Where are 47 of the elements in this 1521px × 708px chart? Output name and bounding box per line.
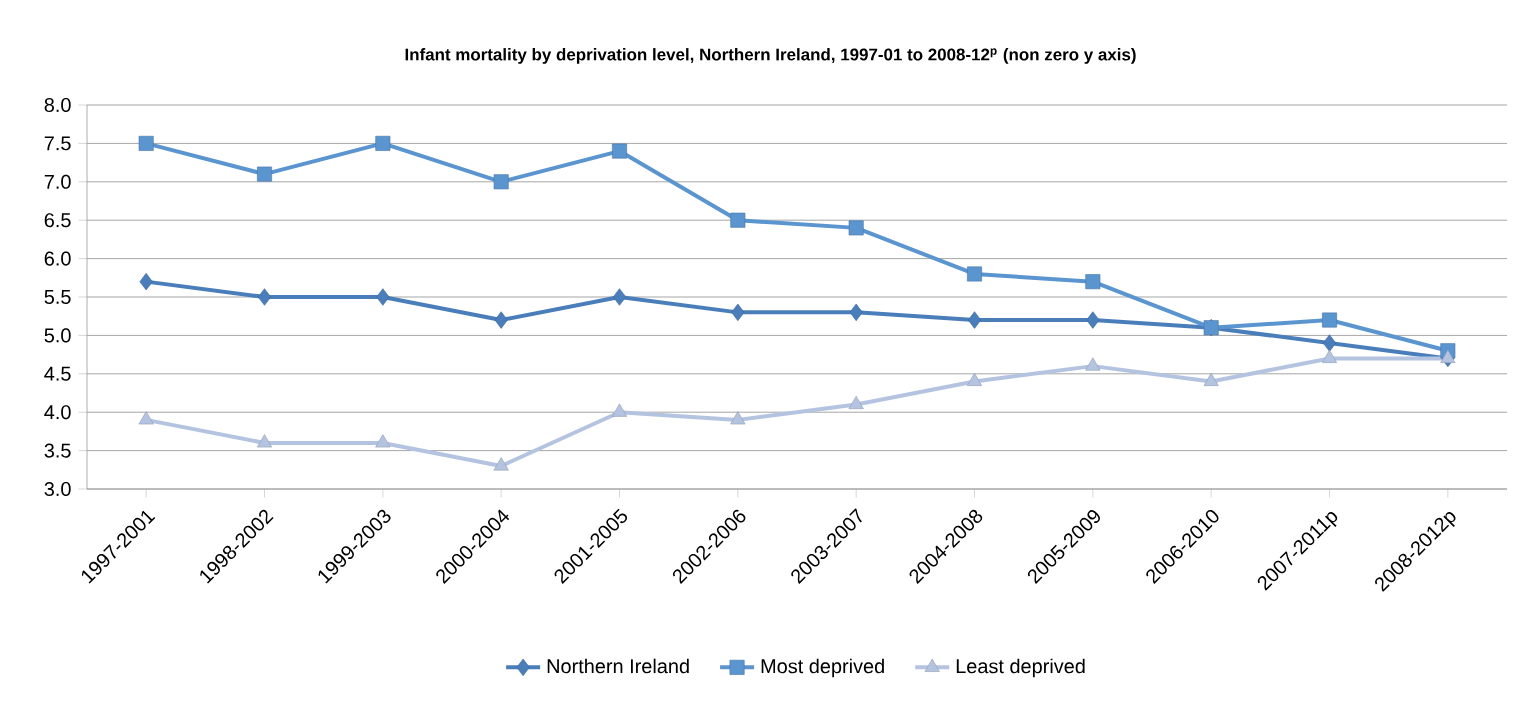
point xyxy=(1322,312,1337,328)
y-tick-label: 4.0 xyxy=(44,405,71,420)
point xyxy=(730,212,746,228)
point xyxy=(376,288,390,306)
point xyxy=(1086,311,1100,329)
point xyxy=(493,457,509,471)
point xyxy=(139,272,153,291)
point xyxy=(375,135,391,151)
y-tick-label: 8.0 xyxy=(44,97,71,113)
point xyxy=(1085,274,1101,290)
point xyxy=(257,166,272,182)
y-tick-label: 5.5 xyxy=(44,290,71,304)
y-tick-label: 7.5 xyxy=(44,136,71,151)
y-tick-label: 3.5 xyxy=(44,443,71,458)
point xyxy=(730,411,746,425)
legend-label: Northern Ireland xyxy=(547,658,689,674)
y-tick-label: 4.5 xyxy=(44,366,71,381)
point xyxy=(257,288,272,306)
point xyxy=(848,220,864,236)
y-tick-label: 3.0 xyxy=(44,481,71,497)
point xyxy=(967,266,982,282)
legend-label: Most deprived xyxy=(761,658,884,678)
point xyxy=(1322,334,1337,352)
point xyxy=(966,372,983,386)
point xyxy=(612,288,627,306)
point xyxy=(1203,372,1219,386)
point xyxy=(731,303,745,322)
point xyxy=(256,434,273,448)
point xyxy=(848,395,864,409)
point xyxy=(612,143,627,159)
legend-label: Least deprived xyxy=(956,658,1085,678)
point xyxy=(493,174,509,190)
point xyxy=(611,403,628,417)
point xyxy=(138,411,154,425)
y-tick-label: 7.0 xyxy=(44,174,71,189)
point xyxy=(1440,349,1456,363)
y-tick-label: 6.5 xyxy=(44,213,71,228)
point xyxy=(375,434,391,448)
point xyxy=(1321,349,1338,363)
point xyxy=(1085,357,1101,371)
point xyxy=(849,303,863,322)
y-tick-label: 6.0 xyxy=(44,251,71,266)
point xyxy=(138,135,154,151)
y-tick-label: 5.0 xyxy=(44,328,71,343)
chart-title: Infant mortality by deprivation level, Northern Ireland, 1997-01 to 2008-12$^{p}$ (non zero y axis) xyxy=(405,48,1136,64)
point xyxy=(967,311,982,329)
point xyxy=(494,311,508,329)
